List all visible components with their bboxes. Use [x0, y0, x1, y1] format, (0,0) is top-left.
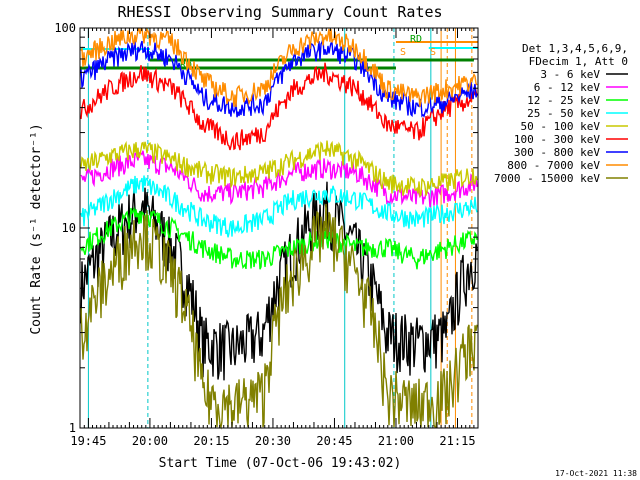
series-line	[80, 140, 478, 198]
legend-label: 7000 - 15000 keV	[494, 172, 600, 185]
x-tick-label: 20:45	[316, 434, 352, 448]
x-tick-label: 20:15	[193, 434, 229, 448]
x-tick-label: 20:00	[132, 434, 168, 448]
series-line	[80, 203, 478, 430]
legend-label: 800 - 7000 keV	[507, 159, 600, 172]
annotation-label: S	[430, 47, 436, 58]
series-layer	[80, 27, 478, 430]
series-line	[80, 38, 478, 118]
legend-label: 25 - 50 keV	[527, 107, 600, 120]
series-line	[80, 62, 478, 151]
y-tick-label: 100	[54, 21, 76, 35]
axes: 1 10 100 19:45 20:00 20:15 20:30 20:45 21:00 21:1…	[54, 21, 479, 448]
x-tick-label: 21:00	[378, 434, 414, 448]
legend-label: 3 - 6 keV	[540, 68, 600, 81]
x-axis-label: Start Time (07-Oct-06 19:43:02)	[159, 456, 402, 471]
legend-label: 100 - 300 keV	[514, 133, 600, 146]
x-tick-label: 21:15	[439, 434, 475, 448]
y-axis-label: Count Rate (s⁻¹ detector⁻¹)	[29, 123, 44, 334]
plot-frame	[79, 27, 479, 429]
series-line	[80, 150, 478, 208]
annotation-label: S	[400, 47, 406, 58]
legend-header: Det 1,3,4,5,6,9,	[522, 42, 628, 55]
y-tick-label: 1	[69, 421, 76, 435]
series-line	[80, 27, 478, 108]
chart-title: RHESSI Observing Summary Count Rates	[117, 3, 442, 21]
legend-label: 12 - 25 keV	[527, 94, 600, 107]
legend-header: FDecim 1, Att 0	[529, 55, 628, 68]
annotation-label: RD	[180, 60, 192, 71]
series-line	[80, 175, 478, 238]
legend-label: 50 - 100 keV	[521, 120, 601, 133]
x-tick-label: 19:45	[70, 434, 106, 448]
y-tick-label: 10	[62, 221, 76, 235]
legend-label: 300 - 800 keV	[514, 146, 600, 159]
annotation-label: RD	[410, 34, 422, 45]
footer-timestamp: 17-Oct-2021 11:38	[555, 469, 637, 478]
x-tick-label: 20:30	[255, 434, 291, 448]
legend: Det 1,3,4,5,6,9,FDecim 1, Att 03 - 6 keV…	[494, 42, 628, 185]
legend-label: 6 - 12 keV	[534, 81, 601, 94]
